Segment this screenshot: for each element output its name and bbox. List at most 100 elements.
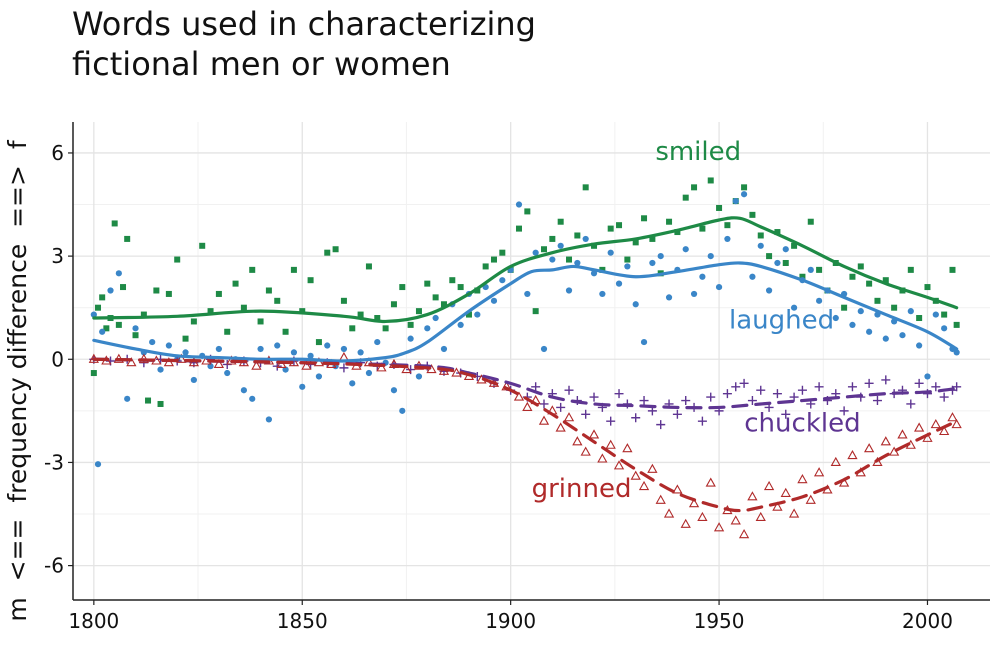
smiled-point (857, 263, 864, 270)
chuckled-point (747, 396, 757, 406)
smiled-point (257, 318, 264, 325)
laughed-point (357, 349, 364, 356)
grinned-point (688, 498, 700, 508)
laughed-point (315, 373, 323, 380)
x-tick-label: 1900 (485, 609, 536, 633)
chuckled-point (672, 409, 682, 419)
grinned-label: grinned (532, 474, 632, 504)
grinned-point (126, 357, 137, 367)
grinned-point (522, 401, 533, 411)
smiled-point (224, 328, 231, 335)
smiled-point (240, 304, 247, 311)
laughed-point (607, 249, 614, 256)
grinned-point (930, 418, 941, 429)
smiled-point (103, 325, 110, 332)
laughed-point (440, 345, 448, 353)
smiled-point (190, 318, 197, 325)
grinned-trend-line (92, 357, 959, 513)
laughed-point (699, 273, 706, 280)
chuckled-point (681, 396, 691, 406)
smiled-point (949, 266, 956, 273)
smooth-curves (92, 216, 959, 513)
smiled-point (482, 263, 489, 270)
laughed-point (324, 342, 331, 349)
x-tick-label: 2000 (902, 609, 953, 633)
smiled-point (490, 256, 497, 263)
smiled-point (157, 400, 164, 407)
chuckled-point (697, 416, 707, 426)
chuckled-label: chuckled (744, 408, 860, 438)
chuckled-point (589, 392, 599, 402)
smiled-trend-line (92, 216, 959, 324)
smiled-point (182, 335, 189, 342)
smiled-point (274, 297, 281, 304)
grinned-point (313, 357, 325, 367)
grinned-point (213, 358, 225, 368)
smiled-point (541, 246, 548, 253)
smiled-point (782, 259, 789, 266)
grinned-point (763, 480, 775, 491)
smiled-point (766, 253, 773, 260)
laughed-point (857, 308, 864, 315)
smiled-point (390, 301, 397, 308)
grinned-point (813, 467, 825, 477)
laughed-point (749, 273, 756, 280)
smiled-point (432, 294, 439, 301)
chuckled-point (952, 382, 962, 392)
y-tick-label: 3 (51, 244, 64, 268)
smiled-point (145, 397, 152, 404)
laughed-point (715, 283, 723, 291)
laughed-point (816, 297, 823, 304)
laughed-point (224, 369, 231, 377)
laughed-point (532, 249, 539, 256)
grinned-point (613, 460, 625, 470)
chuckled-point (781, 409, 791, 419)
laughed-point (690, 290, 698, 298)
laughed-point (724, 235, 731, 243)
laughed-point (249, 395, 256, 402)
laughed-point (899, 332, 906, 339)
smiled-point (807, 218, 814, 225)
smiled-point (290, 266, 297, 273)
grinned-point (301, 360, 312, 370)
grinned-point (788, 508, 800, 518)
smiled-point (691, 184, 698, 191)
series-labels: smiled laughed chuckled grinned (532, 137, 861, 504)
laughed-point (399, 407, 406, 414)
laughed-point (132, 325, 139, 332)
grinned-point (572, 436, 583, 446)
chuckled-point (739, 378, 749, 388)
laughed-point (624, 263, 631, 270)
smiled-point (232, 280, 239, 287)
smiled-point (457, 284, 464, 291)
smiled-point (332, 246, 339, 253)
smiled-point (953, 321, 960, 328)
chuckled-point (722, 389, 732, 399)
chart-title: Words used in characterizing fictional m… (72, 5, 536, 83)
smiled-point (120, 284, 127, 291)
smiled-point (165, 290, 172, 297)
laughed-point (215, 345, 222, 353)
smiled-point (799, 273, 806, 280)
smiled-point (111, 220, 118, 227)
smiled-point (607, 225, 614, 232)
axes (72, 122, 990, 601)
smiled-point (424, 280, 431, 287)
tick-labels: 1800 1850 1900 1950 2000 6 3 0 -3 -6 (44, 141, 953, 633)
smiled-point (515, 225, 522, 232)
grinned-point (638, 480, 650, 491)
grinned-point (451, 367, 462, 377)
grinned-point (939, 425, 950, 436)
laughed-point (390, 387, 398, 394)
laughed-point (124, 395, 131, 402)
smiled-point (324, 249, 331, 256)
laughed-point (524, 290, 531, 298)
laughed-point (365, 369, 373, 377)
laughed-point (549, 256, 556, 263)
smiled-point (199, 242, 206, 249)
grinned-point (772, 501, 783, 511)
laughed-point (115, 270, 122, 277)
laughed-point (90, 311, 97, 318)
smiled-point (907, 266, 914, 273)
smiled-point (749, 211, 756, 218)
